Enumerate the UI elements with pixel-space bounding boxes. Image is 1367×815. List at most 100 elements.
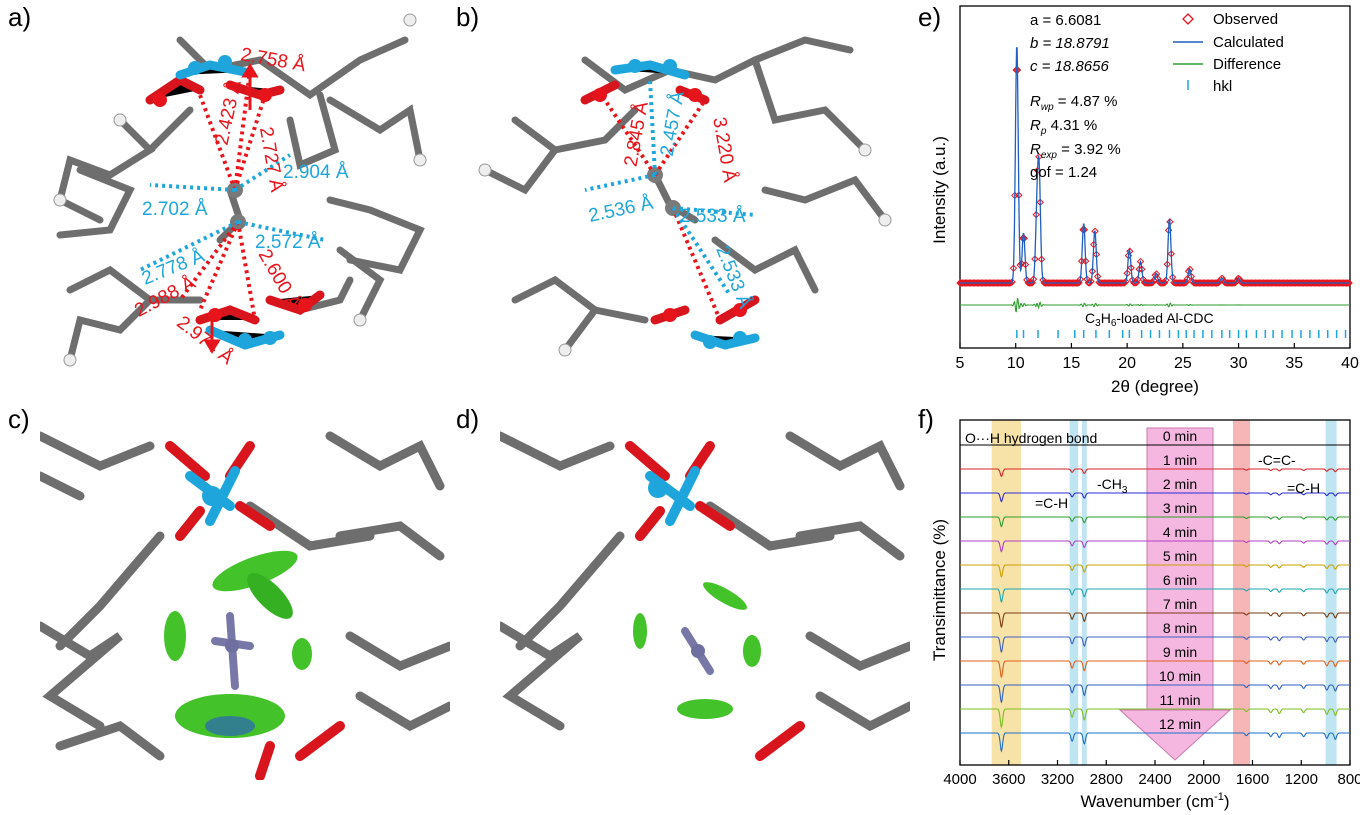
legend-observed-marker: [1182, 13, 1194, 25]
x-ticks: 5 10 15 20 25 30 35 40: [956, 343, 1359, 372]
framework-bonds: [40, 431, 450, 761]
legend-hkl: hkl: [1213, 78, 1232, 95]
x-tick-label: 2400: [1138, 771, 1171, 788]
rexp-subscript: exp: [1041, 150, 1058, 161]
rwp-value: = 4.87 %: [1054, 93, 1118, 110]
panel-c-nci: [40, 431, 450, 780]
legend-difference: Difference: [1213, 56, 1281, 73]
time-label: 8 min: [1163, 620, 1197, 636]
nci-surfaces: [164, 550, 312, 738]
observed-point: [1154, 274, 1162, 283]
x-tick-label: 20: [1118, 355, 1136, 372]
dist-b-2: 2.845 Å: [621, 100, 653, 168]
x-tick-label: 800: [1337, 771, 1360, 788]
panel-label-b: b): [456, 2, 480, 32]
framework-bonds: [481, 36, 889, 354]
dist-b-5: 2.533 Å: [680, 206, 746, 227]
hbond-lines-red: [603, 98, 722, 321]
observed-point: [1122, 277, 1130, 286]
spectrum-line: [960, 540, 1350, 553]
observed-point: [1344, 279, 1352, 287]
annot-cch-left: =C-H: [1035, 495, 1068, 511]
rexp-value: = 3.92 %: [1057, 141, 1121, 158]
xrd-data: [956, 47, 1353, 338]
param-b: b = 18.8791: [1030, 35, 1110, 52]
x-tick-label: 35: [1285, 355, 1303, 372]
framework-atoms: [478, 59, 892, 357]
dist-b-4: 2.536 Å: [587, 193, 656, 227]
xrd-chart: 5 10 15 20 25 30 35 40 2θ (degree) Intensity (a…: [930, 5, 1359, 396]
x-axis-label: 2θ (degree): [1111, 377, 1199, 396]
dist-a-3: 2.727 Å: [255, 125, 287, 193]
rp-value: 4.31 %: [1046, 117, 1097, 134]
time-label: 1 min: [1163, 452, 1197, 468]
ftir-spectra: [960, 444, 1350, 753]
highlight-band: [1081, 420, 1087, 765]
time-label: 4 min: [1163, 524, 1197, 540]
x-tick-label: 3600: [992, 771, 1025, 788]
x-tick-label: 5: [956, 355, 965, 372]
panel-d-nci: [500, 431, 910, 761]
observed-point: [1029, 275, 1038, 283]
difference-line: [960, 297, 1350, 313]
svg-text:Rexp = 3.92 %: Rexp = 3.92 %: [1030, 141, 1121, 161]
dist-a-2: 2.423 Å: [212, 78, 246, 147]
legend-calculated: Calculated: [1213, 34, 1284, 51]
spectrum-line: [960, 732, 1350, 753]
spectrum-line: [960, 684, 1350, 704]
observed-point: [1008, 278, 1016, 286]
dist-b-3: 3.220 Å: [708, 116, 740, 184]
framework-red-bonds: [165, 441, 345, 780]
hbond-lines-blue: [584, 79, 756, 297]
arrow-a-bottom: [203, 310, 221, 354]
dist-a-5: 2.702 Å: [142, 199, 208, 220]
svg-text:Rwp = 4.87 %: Rwp = 4.87 %: [1030, 93, 1117, 113]
time-labels: 0 min 1 min 2 min 3 min 4 min 5 min 6 min 7 min…: [1159, 428, 1201, 732]
ftir-chart: 4000 3600 3200 2800 2400 2000 1600 1200 800 0 mi…: [930, 419, 1360, 811]
spectrum-line: [960, 492, 1350, 503]
annot-oh-bond: O···H hydrogen bond: [965, 430, 1097, 446]
time-label: 7 min: [1163, 596, 1197, 612]
panel-label-e: e): [918, 2, 942, 32]
observed-point: [1179, 279, 1188, 287]
panel-label-d: d): [456, 404, 480, 434]
time-label: 12 min: [1159, 716, 1201, 732]
observed-point: [1004, 279, 1012, 287]
legend: Observed Calculated Difference hkl: [1173, 11, 1284, 95]
legend-observed: Observed: [1213, 11, 1278, 28]
propylene-carbon: [691, 644, 705, 658]
x-tick-label: 30: [1230, 355, 1248, 372]
hbond-lines-red: [178, 69, 267, 321]
time-label: 11 min: [1160, 692, 1201, 708]
refinement-params: a = 6.6081 b = 18.8791 c = 18.8656 Rwp =…: [1030, 12, 1121, 181]
annot-cch-right: =C-H: [1287, 480, 1320, 496]
propylene-carbon: [225, 639, 239, 653]
spectrum-line: [960, 516, 1350, 528]
observed-point: [1134, 275, 1142, 284]
dist-b-1: 2.457 Å: [657, 89, 689, 157]
observed-point: [1130, 279, 1138, 287]
highlight-band: [1069, 420, 1079, 765]
x-ticks: 4000 3600 3200 2800 2400 2000 1600 1200 800: [943, 760, 1360, 788]
dist-a-4: 2.904 Å: [283, 162, 349, 183]
observed-point: [1345, 279, 1353, 287]
observed-point: [1146, 279, 1154, 287]
spectrum-line: [960, 588, 1350, 604]
param-gof: gof = 1.24: [1030, 164, 1097, 181]
rp-symbol: R: [1030, 117, 1041, 134]
framework-bonds: [55, 36, 425, 364]
x-tick-label: 3200: [1041, 771, 1074, 788]
spectrum-line: [960, 612, 1350, 629]
x-tick-label: 1200: [1285, 771, 1318, 788]
observed-point: [1136, 257, 1145, 266]
observed-point: [1160, 279, 1169, 287]
x-axis-label: Wavenumber (cm-1): [1081, 791, 1230, 811]
time-label: 2 min: [1163, 476, 1197, 492]
panel-label-a: a): [8, 2, 32, 32]
x-tick-label: 2000: [1187, 771, 1220, 788]
observed-point: [1211, 279, 1220, 287]
observed-point: [1087, 277, 1095, 286]
framework-bonds: [500, 431, 910, 732]
al-atom: [648, 478, 668, 498]
panel-label-f: f): [918, 404, 934, 434]
